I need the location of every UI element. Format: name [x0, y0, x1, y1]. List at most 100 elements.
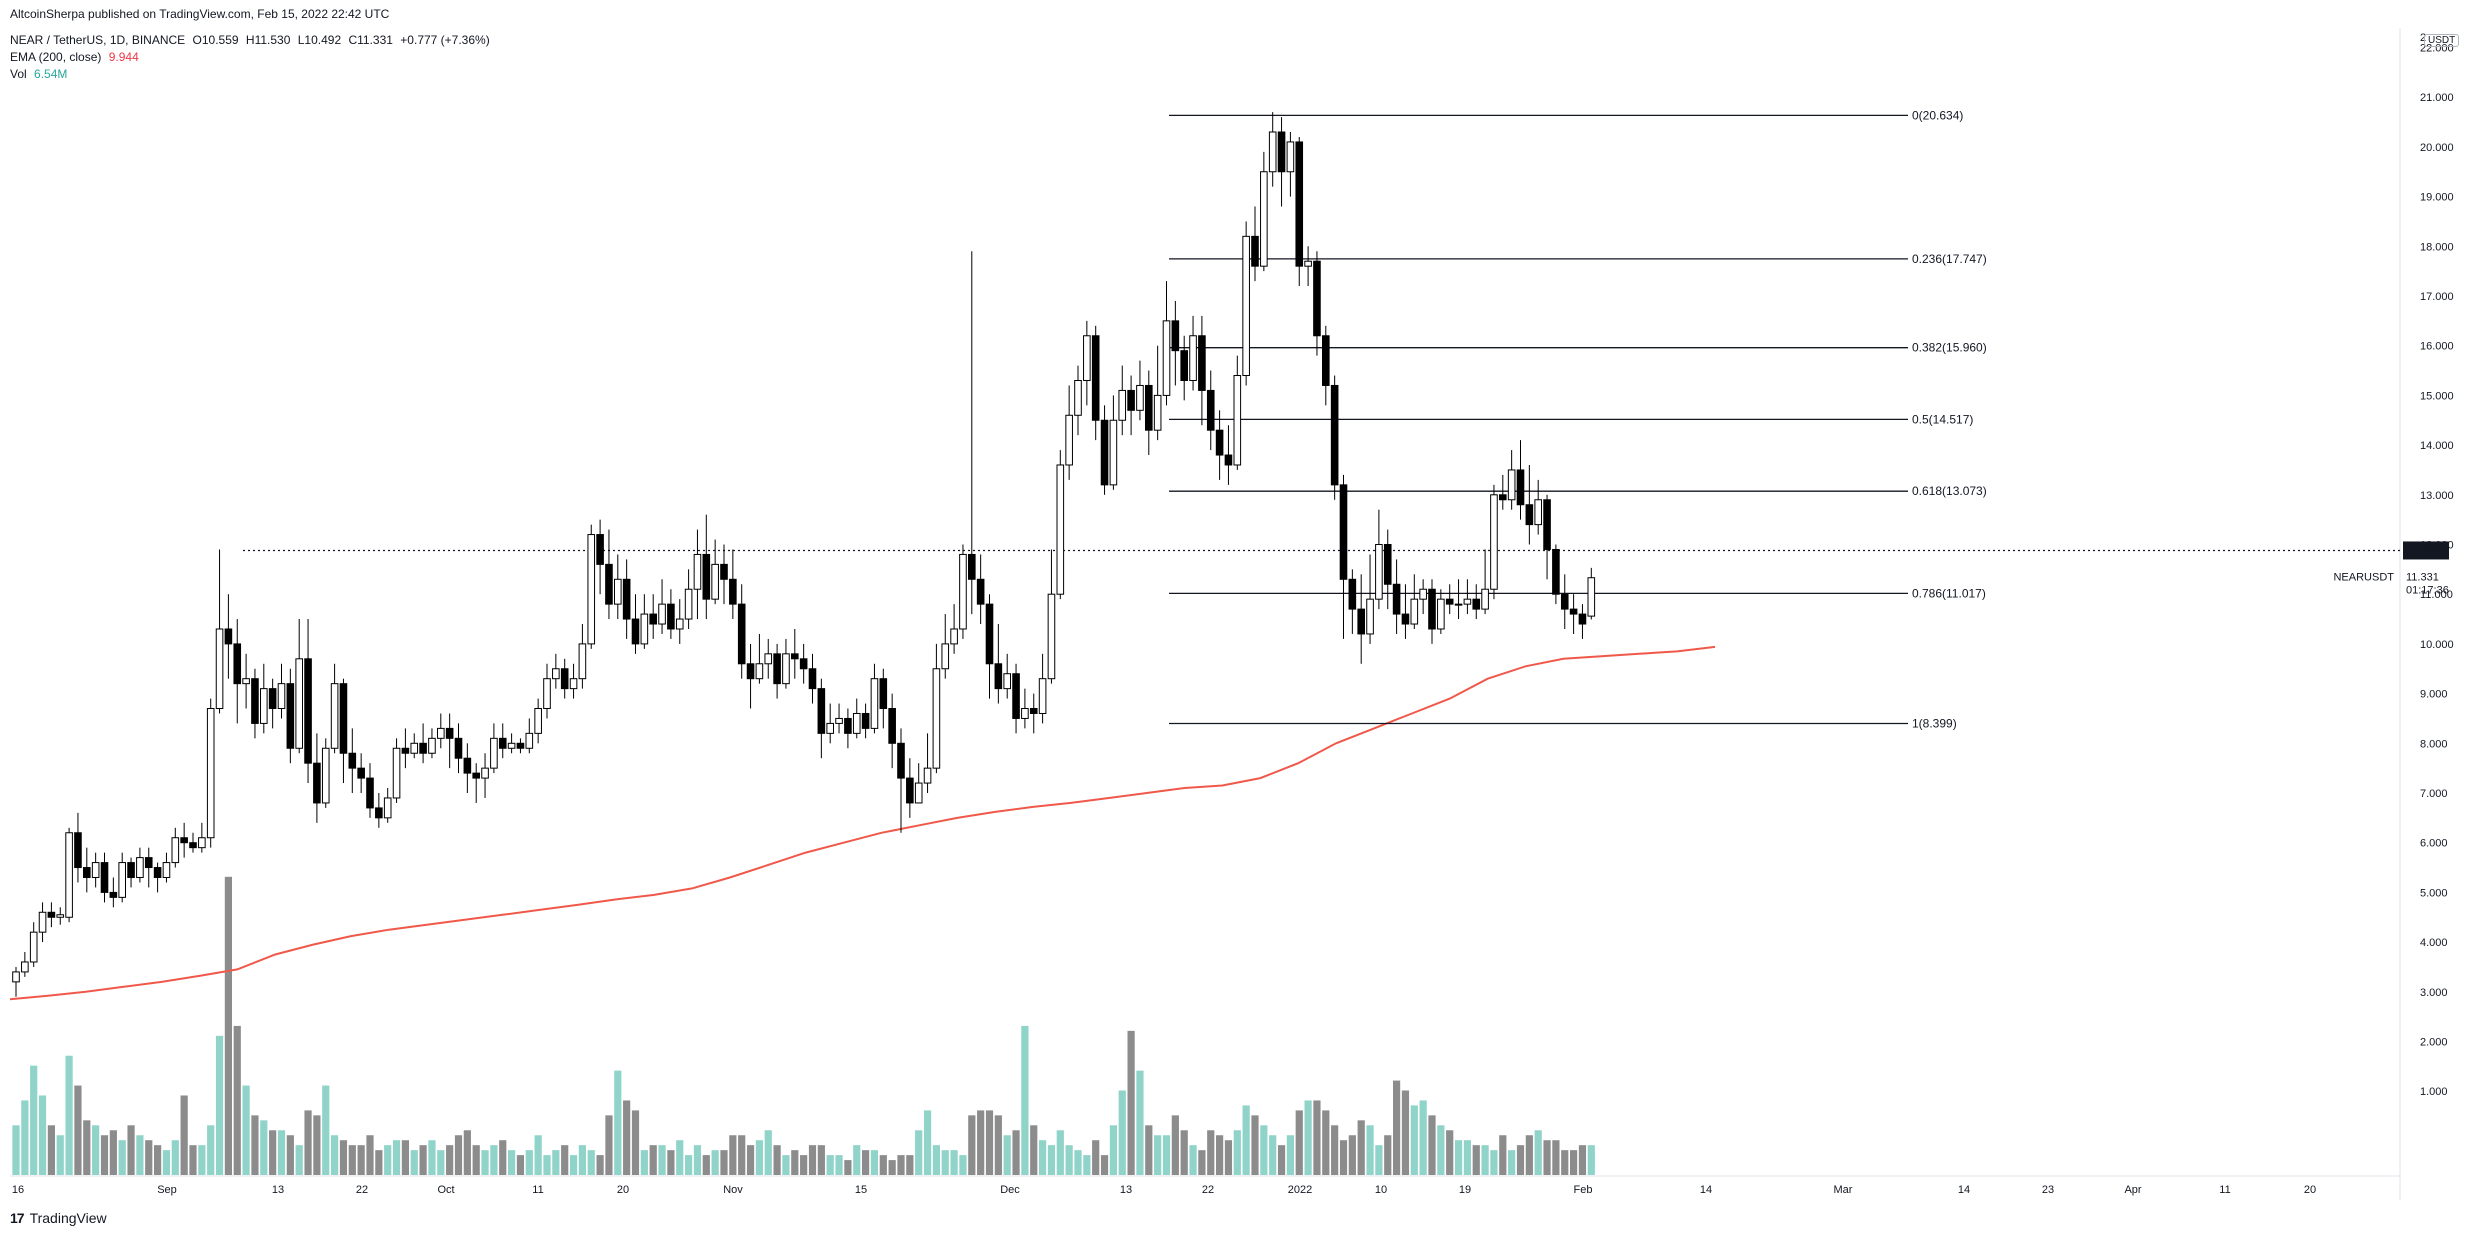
- volume-bar: [1039, 1140, 1047, 1175]
- candle-body: [153, 867, 162, 878]
- volume-bar: [490, 1145, 498, 1175]
- volume-bar: [1393, 1080, 1401, 1175]
- candle-body: [1304, 260, 1312, 267]
- currency-badge[interactable]: USDT: [2424, 34, 2460, 47]
- volume-bar: [729, 1135, 737, 1175]
- candle-body: [118, 862, 127, 898]
- candle-body: [799, 658, 808, 670]
- candle-body: [596, 534, 604, 565]
- volume-bar: [375, 1150, 383, 1175]
- candle-body: [649, 613, 658, 625]
- volume-value: 6.54M: [34, 67, 68, 81]
- candle-body: [1153, 394, 1162, 431]
- candle-body: [1012, 673, 1020, 719]
- candle-body: [1392, 583, 1401, 615]
- volume-bar: [525, 1150, 533, 1175]
- candle-body: [260, 688, 268, 724]
- volume-legend: Vol 6.54M: [10, 66, 71, 83]
- candle-body: [1268, 131, 1277, 173]
- volume-bar: [481, 1150, 489, 1175]
- candle-body: [445, 727, 454, 739]
- volume-bar: [269, 1130, 277, 1175]
- candle-body: [861, 712, 870, 729]
- price-tick-label: 20.000: [2420, 142, 2454, 154]
- candle-body: [941, 643, 950, 670]
- volume-bar: [941, 1150, 949, 1175]
- candle-body: [1047, 593, 1056, 680]
- candle-body: [437, 727, 445, 739]
- candle-body: [47, 911, 56, 918]
- candle-body: [879, 678, 888, 710]
- time-tick-label: 14: [1958, 1184, 1970, 1196]
- price-tick-label: 10.000: [2420, 639, 2454, 651]
- volume-bar: [1561, 1150, 1569, 1175]
- candle-body: [968, 553, 976, 580]
- volume-bar: [738, 1135, 746, 1175]
- candle-body: [640, 613, 649, 645]
- volume-bar: [446, 1145, 454, 1175]
- marked-level-tag[interactable]: [2403, 541, 2449, 560]
- price-tick-label: 2.000: [2420, 1037, 2448, 1049]
- volume-bar: [932, 1145, 940, 1175]
- volume-bar: [1295, 1110, 1303, 1175]
- volume-bar: [366, 1135, 374, 1175]
- candle-body: [233, 643, 242, 685]
- candle-body: [472, 772, 480, 779]
- candle-body: [729, 578, 737, 605]
- close-value: C11.331: [348, 33, 393, 47]
- volume-bar: [428, 1140, 436, 1175]
- price-axis[interactable]: 22.00021.00020.00019.00018.00017.00016.0…: [2333, 32, 2453, 1098]
- candle-body: [286, 683, 295, 749]
- volume-bar: [331, 1135, 339, 1175]
- candle-body: [914, 782, 923, 804]
- time-tick-label: 19: [1459, 1184, 1471, 1196]
- candle-body: [525, 732, 534, 749]
- time-tick-label: 23: [2042, 1184, 2054, 1196]
- candle-body: [1091, 335, 1100, 421]
- time-tick-label: Nov: [723, 1184, 743, 1196]
- candle-body: [198, 837, 206, 849]
- volume-bar: [74, 1085, 82, 1175]
- volume-bar: [561, 1145, 569, 1175]
- volume-bar: [791, 1150, 799, 1175]
- volume-bar: [339, 1140, 348, 1175]
- time-axis[interactable]: 16 Sep 13 22 Oct 11 20 Nov 15 Dec 13 22 2022 10 19 Feb 1…: [12, 1184, 2316, 1196]
- candle-body: [1145, 384, 1153, 431]
- ema-value: 9.944: [108, 50, 139, 64]
- candle-body: [614, 578, 622, 605]
- volume-bar: [800, 1155, 808, 1175]
- volume-bar: [410, 1150, 418, 1175]
- candle-body: [1056, 464, 1065, 595]
- time-tick-label: Apr: [2124, 1184, 2141, 1196]
- candle-body: [1189, 335, 1197, 381]
- volume-bar: [870, 1150, 879, 1175]
- volume-bar: [631, 1110, 640, 1175]
- volume-bar: [207, 1125, 215, 1175]
- volume-bar: [295, 1145, 303, 1175]
- volume-bar: [1233, 1130, 1241, 1175]
- candle-body: [383, 797, 392, 819]
- volume-bar: [357, 1145, 365, 1175]
- volume-bar: [1021, 1025, 1029, 1175]
- volume-bar: [1348, 1135, 1356, 1175]
- fibonacci-retracement[interactable]: 0(20.634) 0.236(17.747) 0.382(15.960) 0.5(1…: [1169, 108, 1987, 730]
- volume-bar: [1331, 1125, 1339, 1175]
- candle-body: [1525, 504, 1534, 526]
- candle-body: [1109, 419, 1118, 486]
- volume-bar: [1401, 1090, 1410, 1175]
- volume-bar: [499, 1140, 507, 1175]
- volume-bar: [994, 1115, 1002, 1175]
- volume-bar: [915, 1130, 923, 1175]
- volume-label: Vol: [10, 67, 27, 81]
- volume-bar: [817, 1145, 825, 1175]
- volume-bar: [1357, 1120, 1365, 1175]
- volume-bar: [1286, 1135, 1294, 1175]
- volume-bar: [1543, 1140, 1551, 1175]
- volume-bar: [127, 1125, 135, 1175]
- candle-body: [313, 762, 321, 804]
- time-tick-label: 16: [12, 1184, 24, 1196]
- candle-body: [1322, 335, 1330, 386]
- volume-bar: [1100, 1155, 1109, 1175]
- candle-body: [348, 752, 357, 769]
